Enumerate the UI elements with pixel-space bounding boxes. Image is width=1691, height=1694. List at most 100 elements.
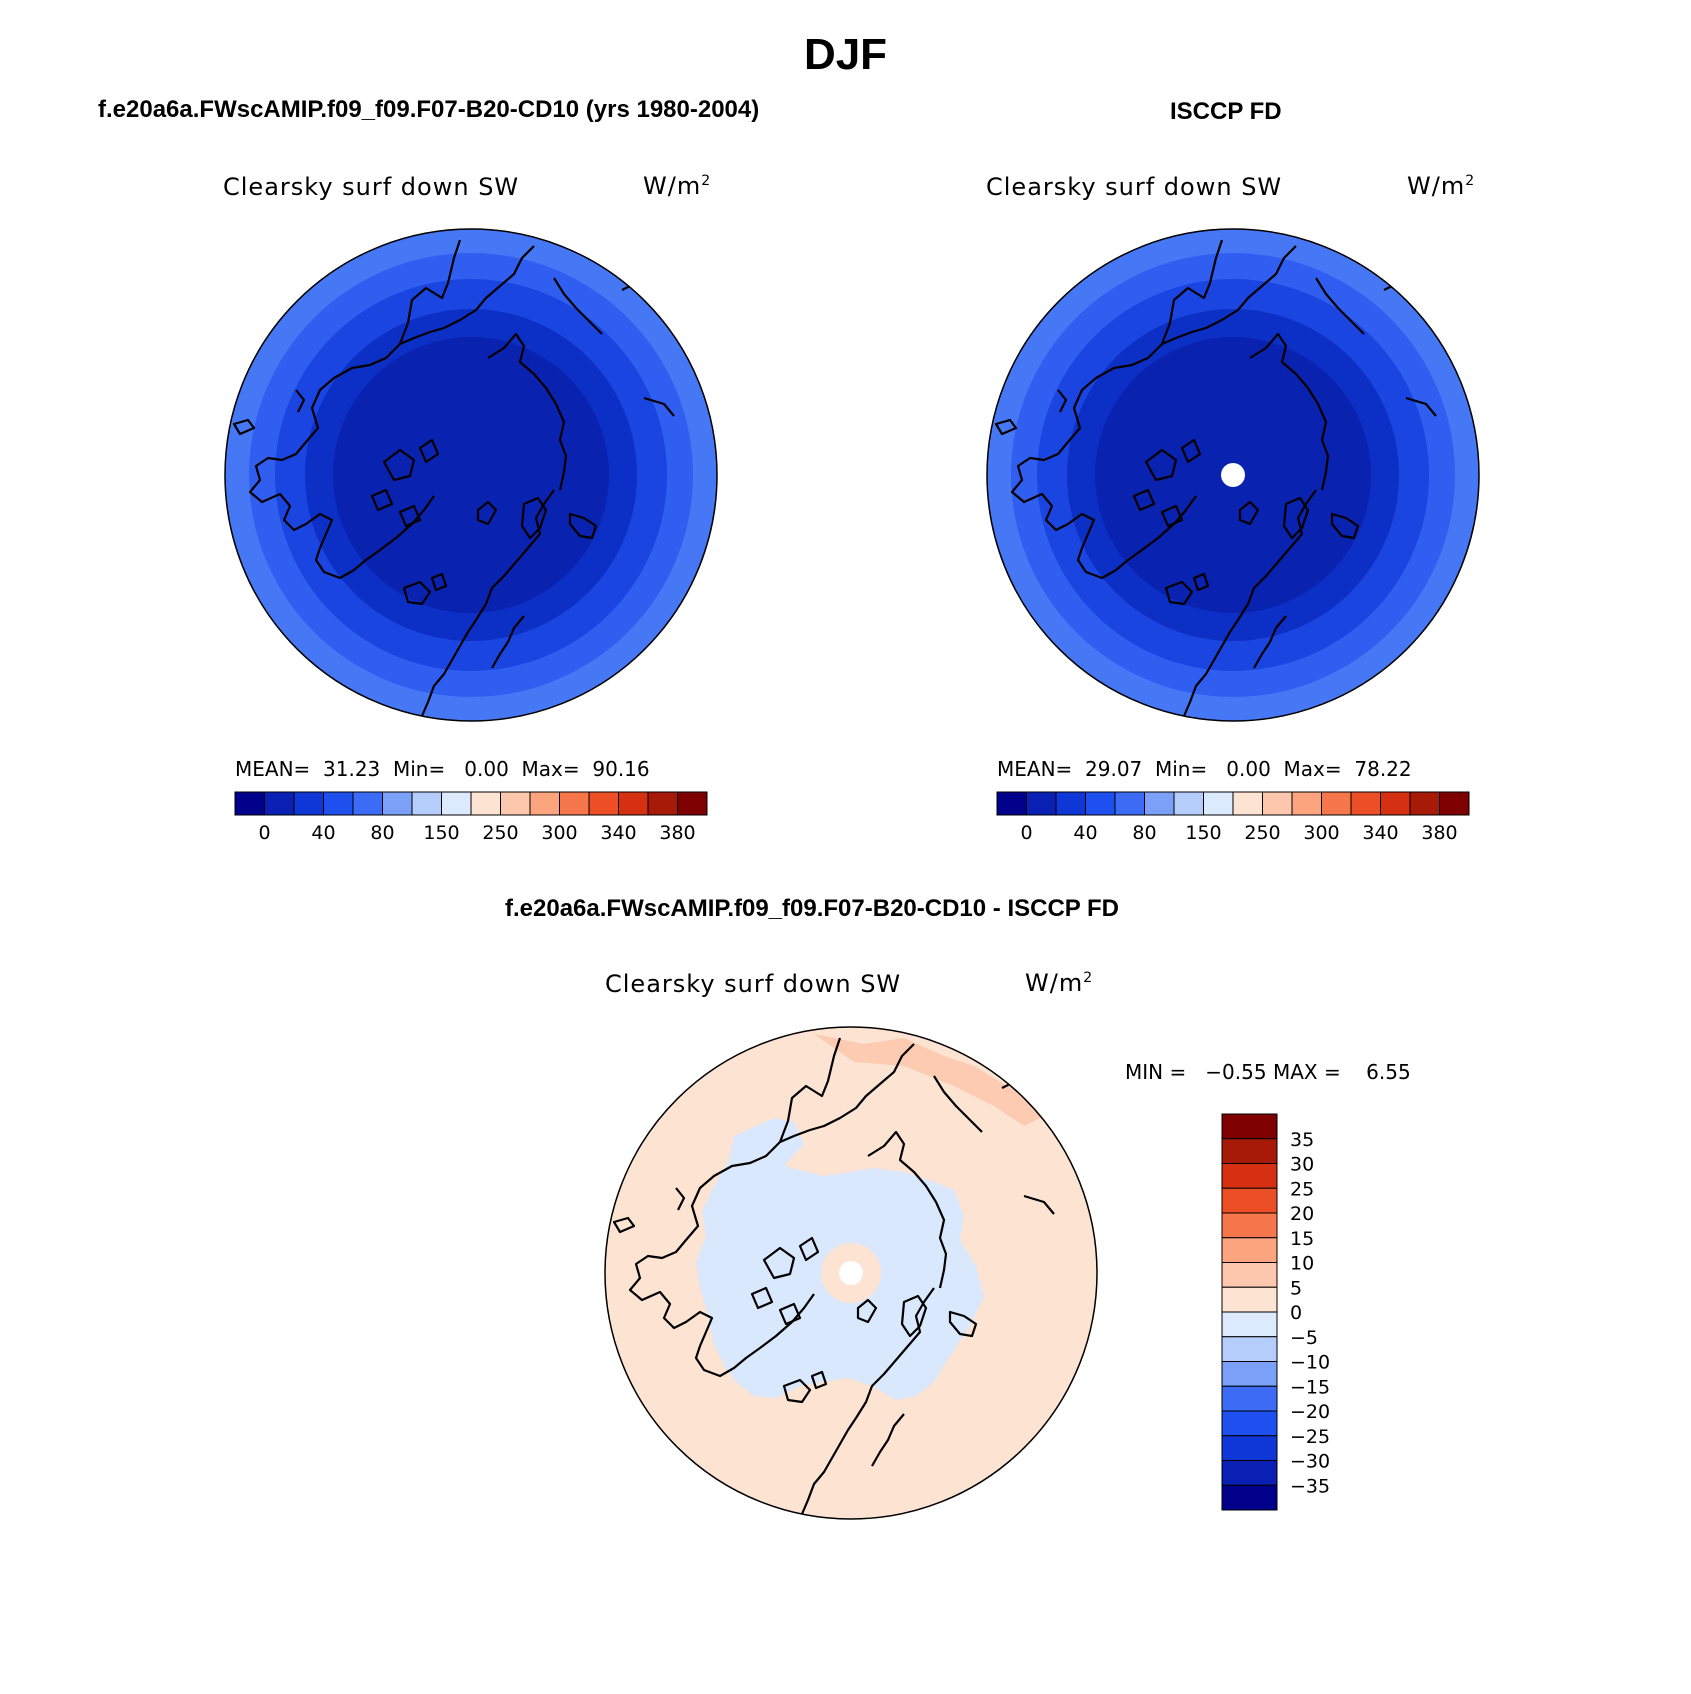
colorbar-tick-label: 300 — [541, 822, 577, 844]
colorbar-swatch — [1221, 1361, 1278, 1387]
coastline — [1161, 245, 1297, 346]
panel-title-obs: ISCCP FD — [1170, 98, 1282, 125]
colorbar-tick-label: 150 — [423, 822, 459, 844]
colorbar-swatch — [1409, 791, 1440, 816]
coastline — [1057, 389, 1068, 413]
colorbar-tick-label: −25 — [1290, 1426, 1330, 1448]
colorbar-tick-label: 40 — [1073, 822, 1097, 844]
coastline — [900, 1294, 928, 1338]
colorbar-tick-label: −30 — [1290, 1451, 1330, 1473]
coastline — [1180, 438, 1202, 464]
colorbar-swatch — [264, 791, 295, 816]
colorbar-swatch — [1221, 1237, 1278, 1263]
colorbar-swatch — [293, 791, 324, 816]
colorbar-tick-label: 250 — [1244, 822, 1280, 844]
units-label-diff: W/m2 — [1025, 969, 1094, 997]
coastline — [994, 418, 1018, 436]
coastline — [295, 389, 306, 413]
coastline — [782, 1378, 812, 1404]
colorbar-swatch — [1221, 1385, 1278, 1412]
colorbar-swatch — [996, 791, 1027, 816]
colorbar-swatch — [1262, 791, 1293, 816]
colorbar-model: 0 40 80 150 250 300 340 380 — [234, 791, 708, 844]
colorbar-swatch — [1055, 791, 1086, 816]
coastline — [382, 448, 416, 482]
units-label-obs: W/m2 — [1407, 172, 1476, 200]
colorbar-obs: 0 40 80 150 250 300 340 380 — [996, 791, 1470, 844]
colorbar-swatch — [382, 791, 413, 816]
panel-title-model: f.e20a6a.FWscAMIP.f09_f09.F07-B20-CD10 (… — [98, 96, 760, 123]
colorbar-swatch — [1203, 791, 1234, 816]
positive-strong-region — [814, 1034, 1044, 1126]
colorbar-tick-label: 80 — [1132, 822, 1156, 844]
colorbar-tick-label: 300 — [1303, 822, 1339, 844]
missing-data-pole — [839, 1261, 863, 1285]
coastline — [553, 277, 603, 335]
coastline — [1164, 580, 1194, 606]
colorbar-swatch — [470, 791, 501, 816]
colorbar-swatch — [559, 791, 590, 816]
colorbar-swatch — [1221, 1262, 1278, 1288]
colorbar-swatch — [1085, 791, 1116, 816]
coastline — [779, 1043, 915, 1144]
coastline — [248, 239, 462, 580]
figure-title: DJF — [803, 30, 888, 79]
coastline — [856, 1298, 878, 1324]
colorbar-swatch — [411, 791, 442, 816]
colorbar-tick-label: −5 — [1290, 1327, 1318, 1349]
colorbar-swatch — [588, 791, 619, 816]
colorbar-tick-label: 80 — [370, 822, 394, 844]
colorbar-swatch — [1221, 1138, 1278, 1164]
colorbar-tick-label: −15 — [1290, 1376, 1330, 1398]
colorbar-swatch — [1173, 791, 1204, 816]
colorbar-swatch — [1221, 1163, 1278, 1189]
colorbar-tick-label: 35 — [1290, 1129, 1314, 1151]
colorbar-swatch — [677, 791, 708, 816]
coastline — [1282, 496, 1310, 540]
colorbar-tick-label: 340 — [1362, 822, 1398, 844]
colorbar-tick-label: 0 — [1020, 822, 1032, 844]
colorbar-tick-label: 20 — [1290, 1203, 1314, 1225]
coastline — [643, 396, 675, 417]
colorbar-tick-label: 25 — [1290, 1178, 1314, 1200]
colorbar-swatch — [1380, 791, 1411, 816]
colorbar-swatch — [1221, 1460, 1278, 1486]
field-layer — [225, 229, 717, 721]
stats-model: MEAN= 31.23 Min= 0.00 Max= 90.16 — [235, 757, 650, 781]
field-label-model: Clearsky surf down SW — [223, 173, 520, 201]
coastline — [1405, 396, 1437, 417]
missing-data-pole — [1221, 463, 1245, 487]
colorbar-tick-label: 380 — [659, 822, 695, 844]
colorbar-swatch — [1221, 1113, 1278, 1140]
colorbar-swatch — [647, 791, 678, 816]
coastline — [370, 488, 394, 512]
colorbar-swatch — [441, 791, 472, 816]
colorbar-tick-label: −35 — [1290, 1475, 1330, 1497]
colorbar-swatch — [1221, 1435, 1278, 1461]
coastline — [418, 438, 440, 464]
coastline — [1010, 239, 1224, 580]
colorbar-tick-label: 250 — [482, 822, 518, 844]
coastline — [933, 1075, 983, 1133]
colorbar-tick-label: 30 — [1290, 1154, 1314, 1176]
polar-map-diff — [604, 1026, 1098, 1520]
panel-title-diff: f.e20a6a.FWscAMIP.f09_f09.F07-B20-CD10 -… — [505, 895, 1120, 922]
colorbar-tick-label: 15 — [1290, 1228, 1314, 1250]
field-layer — [605, 1027, 1097, 1519]
map-border — [224, 228, 718, 722]
coastline — [476, 500, 498, 526]
coastline — [232, 418, 256, 436]
colorbar-tick-label: −10 — [1290, 1352, 1330, 1374]
colorbar-tick-label: 5 — [1290, 1277, 1302, 1299]
colorbar-tick-label: 10 — [1290, 1253, 1314, 1275]
coastline — [798, 1236, 820, 1262]
polar-map-obs — [986, 228, 1480, 722]
contour-band — [333, 337, 609, 613]
colorbar-tick-label: 0 — [258, 822, 270, 844]
colorbar-swatch — [1321, 791, 1352, 816]
coastline — [810, 1370, 828, 1390]
colorbar-swatch — [618, 791, 649, 816]
coastline — [1192, 572, 1210, 592]
coastline — [778, 1302, 802, 1326]
